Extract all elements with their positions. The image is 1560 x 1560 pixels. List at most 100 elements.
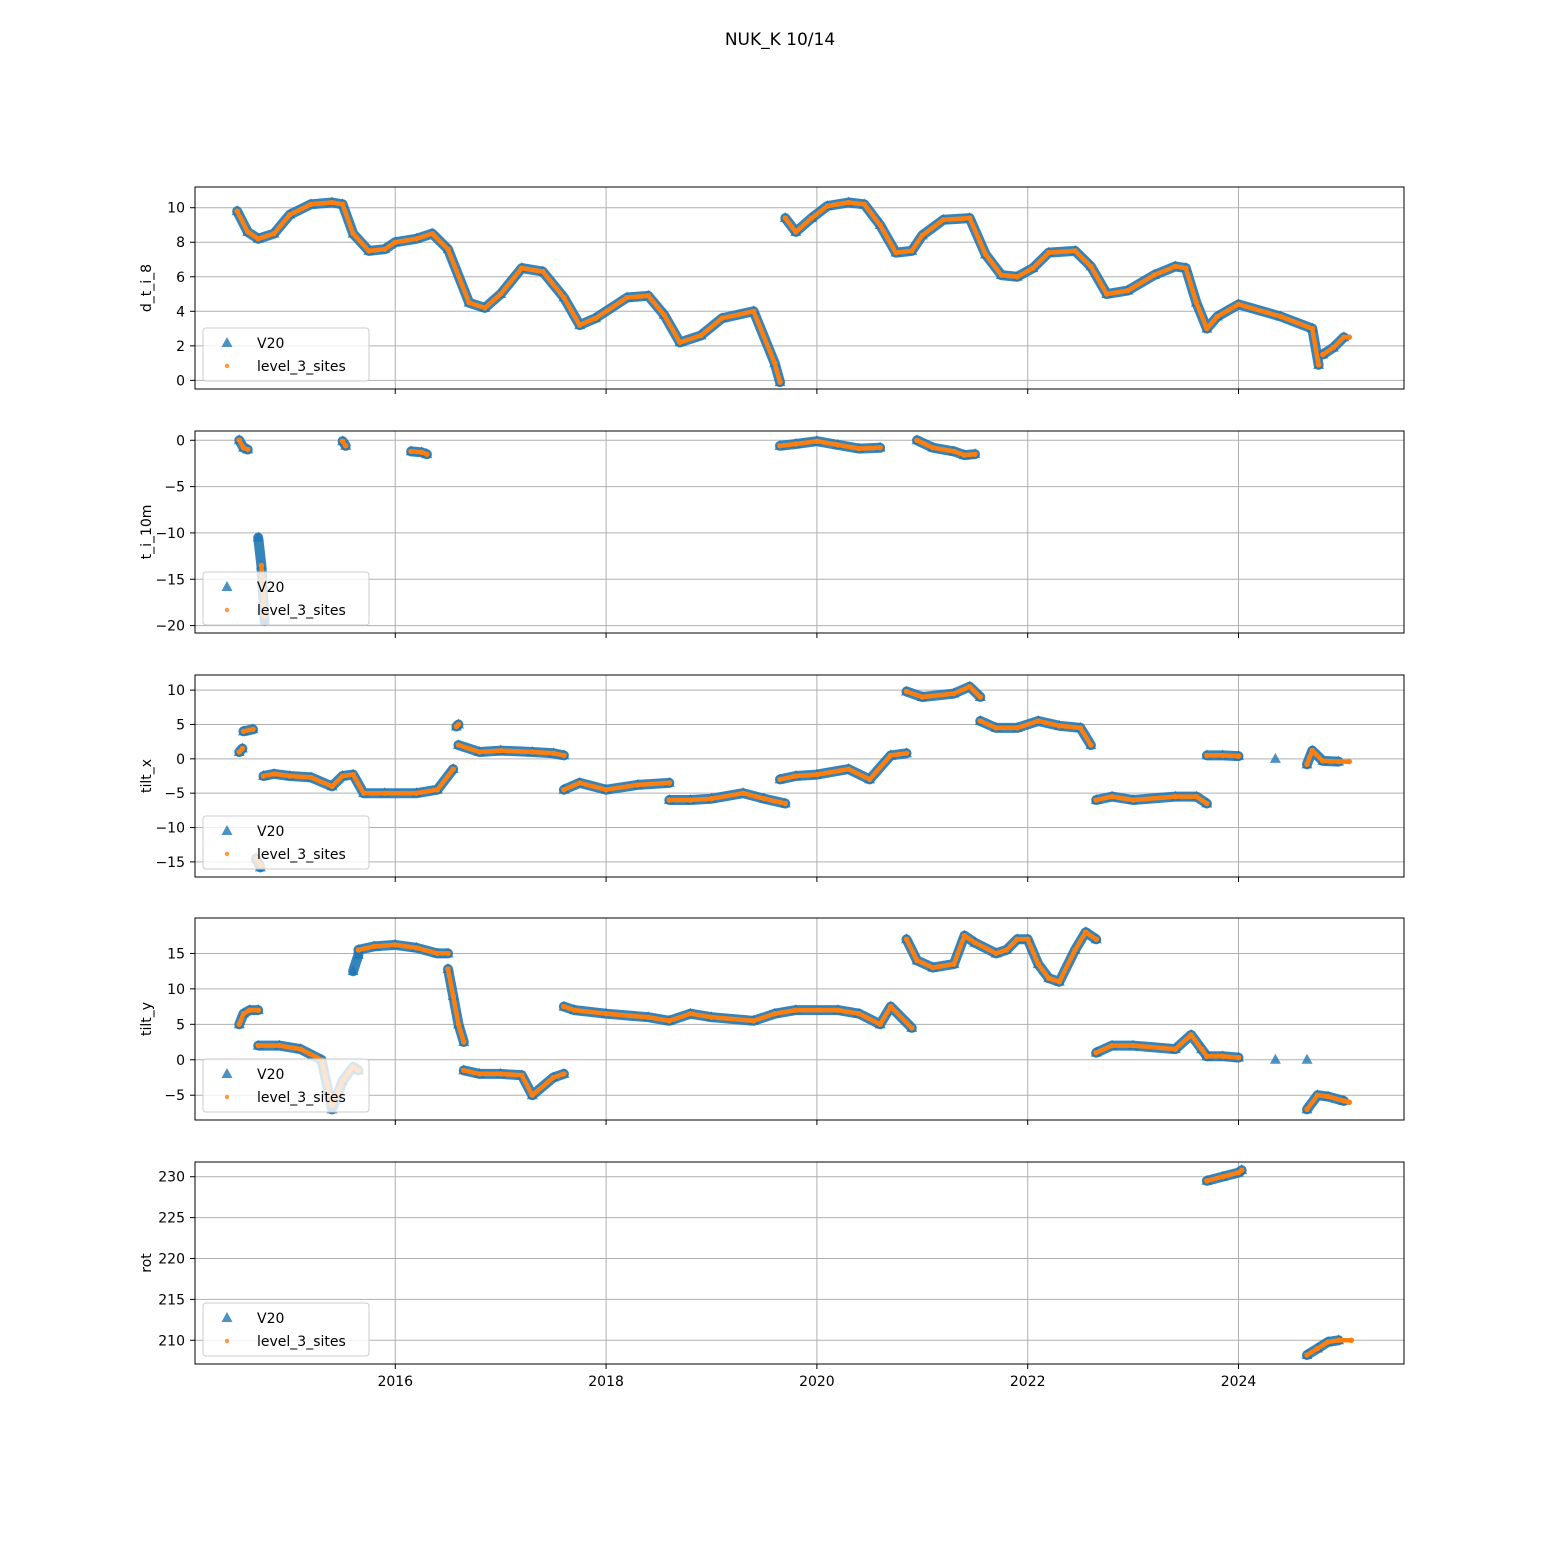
level3-point xyxy=(750,308,757,315)
level3-point xyxy=(877,444,883,451)
level3-point xyxy=(1346,758,1352,765)
level3-point xyxy=(1077,725,1084,731)
level3-point xyxy=(1325,1339,1331,1345)
level3-point xyxy=(450,993,457,999)
level3-point xyxy=(1314,1345,1321,1352)
level3-point xyxy=(1056,723,1063,729)
legend: V20 level_3_sites xyxy=(202,815,370,870)
legend-box xyxy=(202,1058,370,1113)
level3-point xyxy=(1341,1098,1347,1104)
level3-point xyxy=(1072,248,1078,254)
level3-point xyxy=(687,797,694,803)
level3-point xyxy=(350,230,356,237)
level3-point xyxy=(482,305,488,311)
level3-point xyxy=(845,766,852,772)
level3-point xyxy=(1188,1032,1194,1038)
y-tick-label: 0 xyxy=(176,373,185,389)
level3-point xyxy=(1130,797,1136,803)
level3-point xyxy=(255,235,262,242)
level3-point xyxy=(381,790,388,796)
level3-point xyxy=(808,215,815,221)
series-level-3-sites xyxy=(1204,1167,1355,1358)
level3-point xyxy=(1304,1106,1310,1113)
level3-point xyxy=(418,449,425,456)
x-tick-label: 2024 xyxy=(1221,1374,1257,1390)
level3-point xyxy=(413,235,420,242)
level3-point xyxy=(961,932,968,939)
level3-point xyxy=(434,786,441,793)
level3-point xyxy=(576,780,583,786)
level3-point xyxy=(961,452,968,458)
level3-point xyxy=(771,360,778,366)
legend-label-v20: V20 xyxy=(257,1311,284,1327)
x-tick-label: 2016 xyxy=(377,1374,413,1390)
level3-point xyxy=(1335,1337,1342,1344)
level3-point xyxy=(518,1072,525,1079)
level3-point xyxy=(893,249,899,256)
level3-point xyxy=(1235,301,1242,308)
level3-point xyxy=(1172,793,1179,800)
level3-point xyxy=(698,332,704,339)
legend: V20 level_3_sites xyxy=(202,571,370,626)
level3-point xyxy=(603,786,609,793)
level3-point xyxy=(666,1017,673,1024)
level3-point xyxy=(236,1021,243,1028)
level3-point xyxy=(571,1007,578,1013)
level3-point xyxy=(1088,742,1094,748)
level3-point xyxy=(977,718,984,724)
legend-label-level3: level_3_sites xyxy=(257,1334,346,1350)
level3-point xyxy=(455,721,462,728)
level3-point xyxy=(966,215,973,221)
level3-point xyxy=(782,215,789,221)
level3-point xyxy=(1024,936,1031,943)
y-tick-label: −5 xyxy=(164,1088,185,1104)
legend-level3-marker xyxy=(224,607,230,613)
level3-point xyxy=(1214,313,1221,320)
level3-point xyxy=(276,1042,283,1049)
level3-trace xyxy=(904,929,1099,985)
panel-frame xyxy=(194,674,1405,878)
level3-point xyxy=(1014,725,1020,731)
y-tick-label: 6 xyxy=(176,270,185,286)
legend-label-level3: level_3_sites xyxy=(257,1090,346,1106)
panel-tilt-y: 15 10 5 0 −5 tilt_y V20 level_3_sites xyxy=(139,917,1405,1125)
level3-point xyxy=(561,1003,567,1010)
level3-point xyxy=(450,766,457,772)
level3-point xyxy=(1125,287,1131,294)
level3-point xyxy=(247,1007,253,1013)
level3-point xyxy=(1309,747,1316,754)
level3-point xyxy=(250,726,256,733)
level3-point xyxy=(445,246,451,252)
level3-point xyxy=(339,438,346,444)
level3-point xyxy=(239,745,246,752)
level3-point xyxy=(1219,752,1226,759)
level3-trace xyxy=(445,966,467,1045)
level3-point xyxy=(782,800,789,807)
level3-point xyxy=(355,947,362,953)
level3-point xyxy=(329,783,335,790)
level3-point xyxy=(914,957,920,964)
legend-level3-marker xyxy=(224,1338,230,1344)
level3-point xyxy=(951,961,957,967)
level3-point xyxy=(1320,351,1326,358)
level3-point xyxy=(1193,793,1200,800)
level3-trace xyxy=(667,790,788,806)
level3-point xyxy=(687,1010,694,1017)
level3-point xyxy=(1346,334,1352,341)
v20-point xyxy=(347,965,359,976)
level3-point xyxy=(1204,800,1210,807)
level3-point xyxy=(476,749,483,755)
level3-point xyxy=(308,201,314,208)
y-tick-label: −10 xyxy=(155,526,185,542)
level3-point xyxy=(1172,263,1179,270)
legend-v20-marker xyxy=(221,581,233,591)
level3-point xyxy=(919,232,926,239)
level3-point xyxy=(1314,1092,1321,1098)
panels: 0 2 4 6 8 10 d_t_i_8 V20 level_3_sites 0 −5 −10 −15 −… xyxy=(139,186,1405,1390)
level3-point xyxy=(466,299,472,306)
level3-point xyxy=(914,437,920,444)
y-tick-label: −5 xyxy=(164,480,185,496)
level3-point xyxy=(919,694,926,700)
y-tick-label: 15 xyxy=(167,946,185,962)
level3-point xyxy=(835,1007,841,1013)
